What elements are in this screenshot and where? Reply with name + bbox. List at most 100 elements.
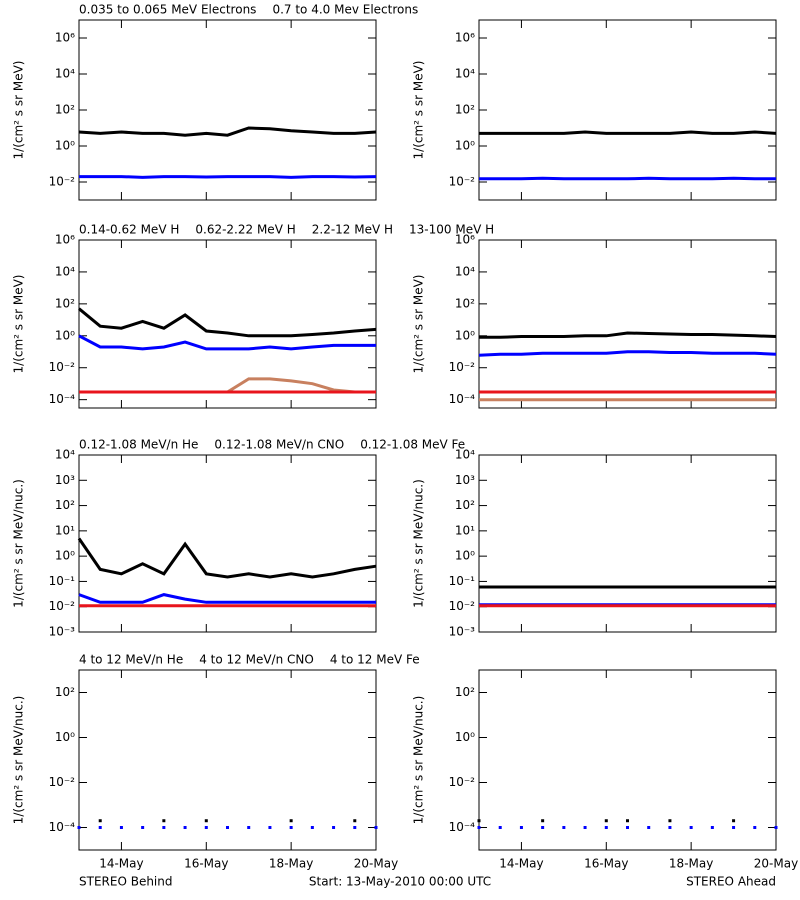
y-tick-label: 10⁻⁴ bbox=[49, 392, 76, 406]
data-point bbox=[710, 826, 714, 829]
y-tick-label: 10⁶ bbox=[55, 233, 75, 247]
series-line bbox=[78, 334, 376, 351]
series-line bbox=[78, 307, 377, 338]
data-point bbox=[289, 826, 293, 829]
x-tick-label: 14-May bbox=[499, 857, 543, 871]
y-tick-label: 10⁻³ bbox=[49, 625, 76, 639]
legend-label: 0.14-0.62 MeV H bbox=[79, 223, 179, 237]
data-point bbox=[668, 826, 672, 829]
y-tick-label: 10⁻² bbox=[449, 599, 476, 613]
series-line bbox=[479, 176, 776, 181]
plot-frame bbox=[478, 239, 777, 409]
plot-frame bbox=[78, 669, 377, 851]
y-tick-label: 10² bbox=[55, 103, 75, 117]
y-axis-label: 1/(cm² s sr MeV/nuc.) bbox=[412, 696, 426, 825]
x-tick-label: 18-May bbox=[269, 857, 313, 871]
series-line bbox=[78, 593, 376, 604]
data-point bbox=[774, 826, 778, 829]
y-tick-label: 10² bbox=[55, 296, 75, 310]
data-point bbox=[604, 826, 608, 829]
data-point bbox=[541, 826, 545, 829]
legend-label: 0.12-1.08 MeV/n He bbox=[79, 438, 198, 452]
data-point bbox=[374, 826, 378, 829]
y-tick-label: 10⁻² bbox=[449, 360, 476, 374]
legend-label: 4 to 12 MeV/n CNO bbox=[199, 653, 314, 667]
data-point bbox=[519, 826, 523, 829]
y-tick-label: 10⁻¹ bbox=[49, 574, 76, 588]
series-line bbox=[478, 350, 777, 357]
legend-label: 0.62-2.22 MeV H bbox=[195, 223, 295, 237]
y-tick-label: 10⁻⁴ bbox=[449, 820, 476, 834]
data-point bbox=[477, 819, 481, 823]
legend-label: 0.035 to 0.065 MeV Electrons bbox=[79, 3, 256, 17]
series-line bbox=[479, 331, 777, 339]
y-tick-label: 10⁻² bbox=[49, 175, 76, 189]
y-tick-label: 10⁻⁴ bbox=[449, 392, 476, 406]
data-point bbox=[247, 826, 251, 829]
y-tick-label: 10⁴ bbox=[55, 264, 75, 278]
data-point bbox=[353, 819, 357, 823]
y-tick-label: 10² bbox=[455, 296, 475, 310]
x-tick-label: 14-May bbox=[99, 857, 143, 871]
y-tick-label: 10⁰ bbox=[455, 549, 475, 563]
data-point bbox=[141, 826, 145, 829]
y-tick-label: 10⁶ bbox=[55, 31, 75, 45]
plot-frame bbox=[78, 19, 377, 201]
data-point bbox=[204, 826, 208, 829]
data-point bbox=[583, 826, 587, 829]
data-point bbox=[119, 826, 123, 829]
data-point bbox=[562, 826, 566, 829]
plot-frame bbox=[78, 239, 377, 409]
legend-label: 0.7 to 4.0 Mev Electrons bbox=[272, 3, 418, 17]
y-tick-label: 10³ bbox=[55, 473, 75, 487]
plot-frame bbox=[478, 669, 777, 851]
plot-frame bbox=[478, 454, 777, 633]
data-point bbox=[226, 826, 229, 829]
y-tick-label: 10⁰ bbox=[55, 549, 75, 563]
legend-label: 2.2-12 MeV H bbox=[312, 223, 393, 237]
data-point bbox=[689, 826, 693, 829]
x-tick-label: 16-May bbox=[584, 857, 628, 871]
data-point bbox=[98, 826, 102, 829]
footer-right: STEREO Ahead bbox=[686, 875, 776, 889]
y-tick-label: 10⁰ bbox=[455, 730, 475, 744]
data-point bbox=[162, 819, 166, 823]
y-tick-label: 10⁻² bbox=[49, 599, 76, 613]
series-line bbox=[479, 130, 777, 135]
x-tick-label: 20-May bbox=[754, 857, 798, 871]
y-tick-label: 10² bbox=[455, 685, 475, 699]
footer-left: STEREO Behind bbox=[79, 875, 173, 889]
y-tick-label: 10⁻³ bbox=[449, 625, 476, 639]
y-tick-label: 10² bbox=[455, 103, 475, 117]
y-tick-label: 10⁰ bbox=[455, 139, 475, 153]
y-tick-label: 10⁻¹ bbox=[449, 574, 476, 588]
plot-frame bbox=[78, 454, 377, 633]
data-point bbox=[668, 819, 672, 823]
y-tick-label: 10⁻² bbox=[449, 775, 476, 789]
y-tick-label: 10² bbox=[455, 498, 475, 512]
series-line bbox=[78, 126, 377, 137]
data-point bbox=[732, 826, 736, 829]
y-axis-label: 1/(cm² s sr MeV/nuc.) bbox=[412, 479, 426, 608]
data-point bbox=[353, 826, 357, 829]
data-point bbox=[626, 826, 629, 829]
y-tick-label: 10⁴ bbox=[455, 448, 475, 462]
data-point bbox=[310, 826, 314, 829]
data-point bbox=[626, 819, 629, 823]
y-tick-label: 10⁰ bbox=[55, 730, 75, 744]
series-line bbox=[79, 377, 376, 394]
y-tick-label: 10⁰ bbox=[455, 328, 475, 342]
data-point bbox=[268, 826, 272, 829]
data-point bbox=[541, 819, 545, 823]
data-point bbox=[289, 819, 293, 823]
y-tick-label: 10⁰ bbox=[55, 139, 75, 153]
legend-label: 0.12-1.08 MeV Fe bbox=[360, 438, 465, 452]
y-tick-label: 10⁴ bbox=[55, 67, 75, 81]
y-tick-label: 10¹ bbox=[55, 523, 75, 537]
y-tick-label: 10⁴ bbox=[455, 264, 475, 278]
y-tick-label: 10³ bbox=[455, 473, 475, 487]
y-tick-label: 10⁴ bbox=[55, 448, 75, 462]
y-tick-label: 10⁰ bbox=[55, 328, 75, 342]
y-tick-label: 10⁶ bbox=[455, 233, 475, 247]
